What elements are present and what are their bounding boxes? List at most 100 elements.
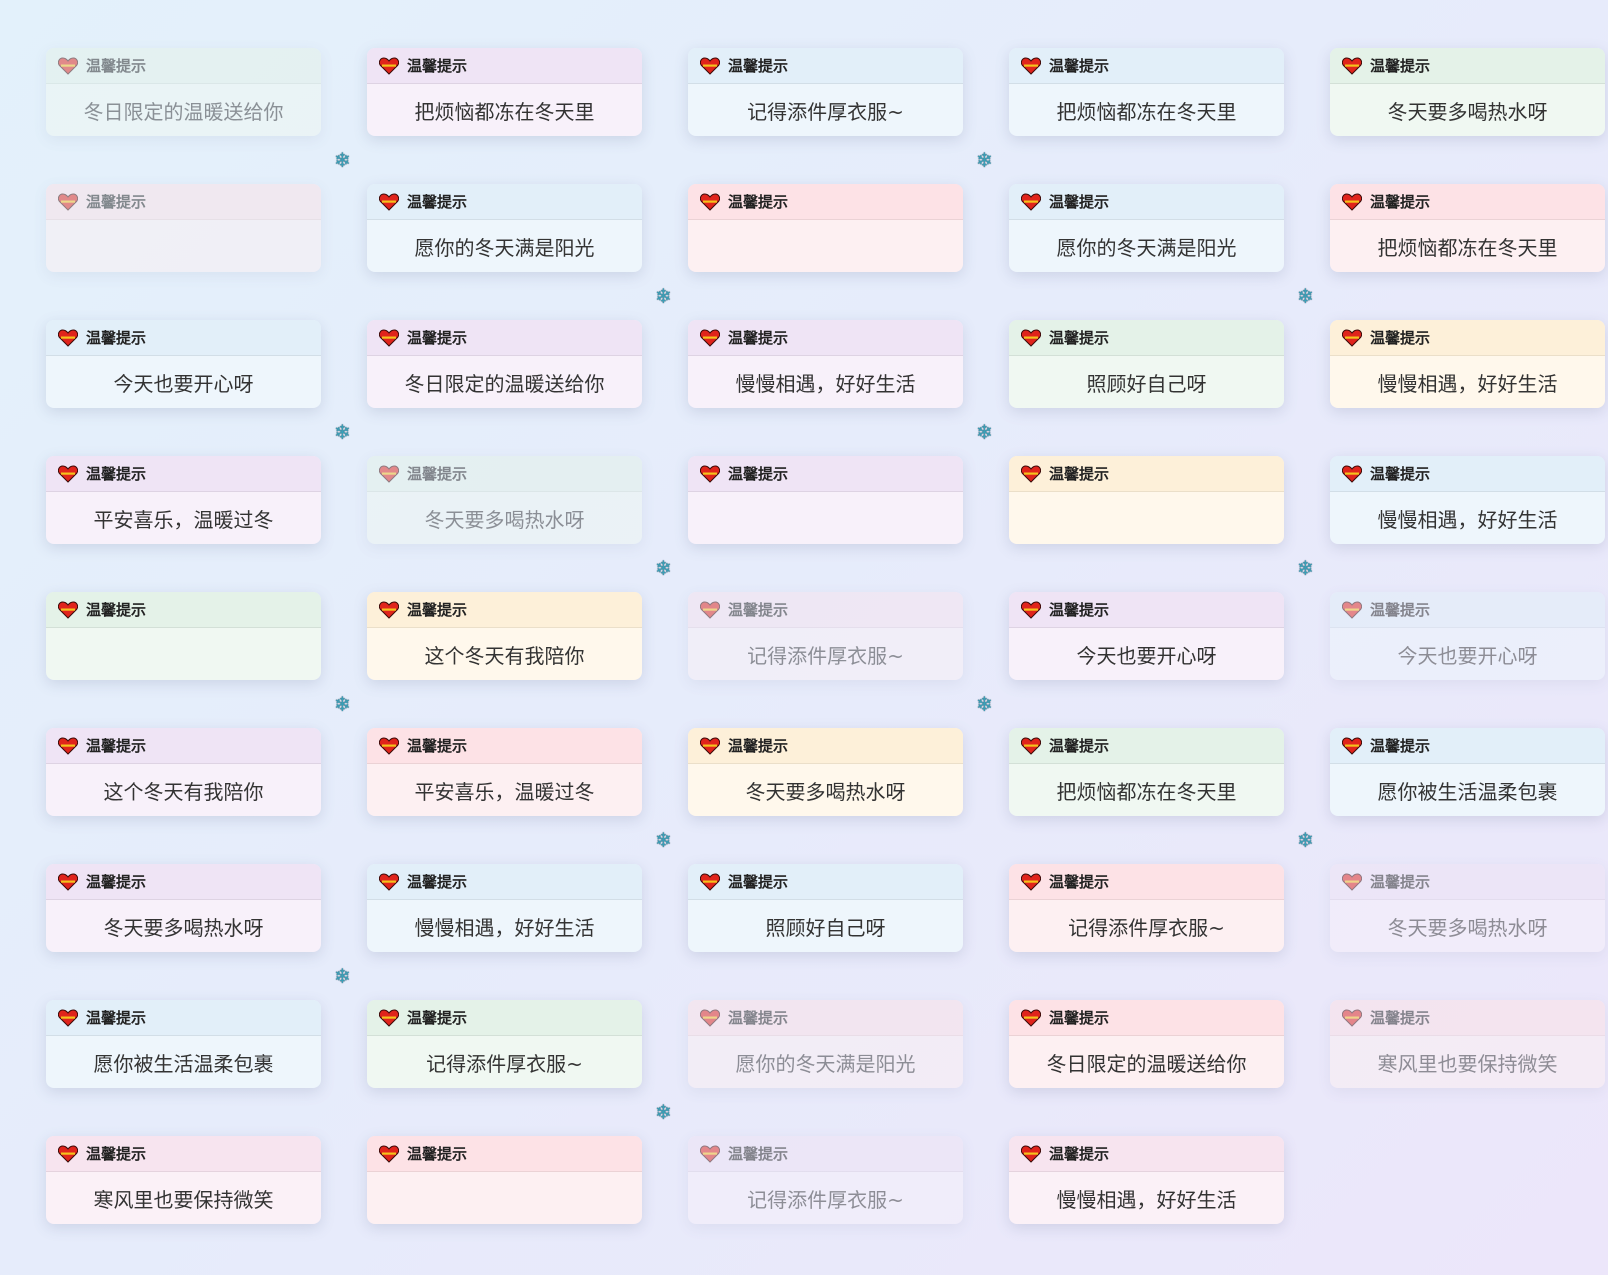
popup-header[interactable]: 温馨提示 bbox=[1009, 1000, 1284, 1036]
popup-title: 温馨提示 bbox=[407, 329, 468, 347]
popup-header[interactable]: 温馨提示 bbox=[46, 184, 321, 220]
tip-popup[interactable]: 温馨提示 愿你的冬天满是阳光 bbox=[367, 184, 642, 272]
heart-icon bbox=[58, 328, 78, 347]
tip-popup[interactable]: 温馨提示 把烦恼都冻在冬天里 bbox=[1009, 728, 1284, 816]
popup-title: 温馨提示 bbox=[1370, 737, 1431, 755]
tip-popup[interactable]: 温馨提示 寒风里也要保持微笑 bbox=[1330, 1000, 1605, 1088]
tip-popup[interactable]: 温馨提示 这个冬天有我陪你 bbox=[367, 592, 642, 680]
popup-header[interactable]: 温馨提示 bbox=[46, 1136, 321, 1172]
tip-popup[interactable]: 温馨提示 bbox=[688, 184, 963, 272]
snowflake-icon: ❄ bbox=[976, 420, 993, 444]
popup-header[interactable]: 温馨提示 bbox=[46, 48, 321, 84]
tip-popup[interactable]: 温馨提示 bbox=[46, 592, 321, 680]
popup-header[interactable]: 温馨提示 bbox=[1009, 456, 1284, 492]
popup-header[interactable]: 温馨提示 bbox=[367, 728, 642, 764]
popup-header[interactable]: 温馨提示 bbox=[46, 320, 321, 356]
popup-header[interactable]: 温馨提示 bbox=[46, 456, 321, 492]
tip-popup[interactable]: 温馨提示 寒风里也要保持微笑 bbox=[46, 1136, 321, 1224]
tip-popup[interactable]: 温馨提示慢慢相遇，好好生活 bbox=[367, 864, 642, 952]
tip-popup[interactable]: 温馨提示 愿你被生活温柔包裹 bbox=[46, 1000, 321, 1088]
popup-header[interactable]: 温馨提示 bbox=[688, 1136, 963, 1172]
tip-popup[interactable]: 温馨提示 冬日限定的温暖送给你 bbox=[367, 320, 642, 408]
tip-popup[interactable]: 温馨提示 慢慢相遇，好好生活 bbox=[1330, 320, 1605, 408]
tip-popup[interactable]: 温馨提示 bbox=[46, 184, 321, 272]
popup-header[interactable]: 温馨提示 bbox=[1009, 864, 1284, 900]
popup-header[interactable]: 温馨提示 bbox=[688, 592, 963, 628]
popup-header[interactable]: 温馨提示 bbox=[367, 456, 642, 492]
popup-header[interactable]: 温馨提示 bbox=[1009, 48, 1284, 84]
heart-icon bbox=[1021, 1008, 1041, 1027]
popup-header[interactable]: 温馨提示 bbox=[688, 320, 963, 356]
popup-header[interactable]: 温馨提示 bbox=[46, 592, 321, 628]
popup-title: 温馨提示 bbox=[728, 1009, 789, 1027]
popup-header[interactable]: 温馨提示 bbox=[1009, 592, 1284, 628]
tip-popup[interactable]: 温馨提示 慢慢相遇，好好生活 bbox=[1009, 1136, 1284, 1224]
popup-header[interactable]: 温馨提示 bbox=[46, 864, 321, 900]
popup-header[interactable]: 温馨提示 bbox=[46, 728, 321, 764]
tip-popup[interactable]: 温馨提示 冬日限定的温暖送给你 bbox=[1009, 1000, 1284, 1088]
popup-header[interactable]: 温馨提示 bbox=[1330, 48, 1605, 84]
popup-title: 温馨提示 bbox=[1370, 57, 1431, 75]
tip-popup[interactable]: 温馨提示 记得添件厚衣服~ bbox=[688, 48, 963, 136]
tip-popup[interactable]: 温馨提示 冬天要多喝热水呀 bbox=[367, 456, 642, 544]
tip-popup[interactable]: 温馨提示 把烦恼都冻在冬天里 bbox=[1330, 184, 1605, 272]
tip-popup[interactable]: 温馨提示 这个冬天有我陪你 bbox=[46, 728, 321, 816]
tip-popup[interactable]: 温馨提示 记得添件厚衣服~ bbox=[688, 592, 963, 680]
tip-popup[interactable]: 温馨提示 愿你的冬天满是阳光 bbox=[1009, 184, 1284, 272]
popup-header[interactable]: 温馨提示 bbox=[1009, 320, 1284, 356]
tip-popup[interactable]: 温馨提示 平安喜乐，温暖过冬 bbox=[46, 456, 321, 544]
tip-popup[interactable]: 温馨提示 记得添件厚衣服~ bbox=[1009, 864, 1284, 952]
tip-popup[interactable]: 温馨提示 今天也要开心呀 bbox=[1330, 592, 1605, 680]
popup-header[interactable]: 温馨提示 bbox=[688, 48, 963, 84]
popup-header[interactable]: 温馨提示 bbox=[1330, 1000, 1605, 1036]
tip-popup[interactable]: 温馨提示 慢慢相遇，好好生活 bbox=[688, 320, 963, 408]
tip-popup[interactable]: 温馨提示 愿你的冬天满是阳光 bbox=[688, 1000, 963, 1088]
popup-header[interactable]: 温馨提示 bbox=[367, 1136, 642, 1172]
heart-icon bbox=[1021, 600, 1041, 619]
tip-popup[interactable]: 温馨提示记得添件厚衣服~ bbox=[688, 1136, 963, 1224]
popup-header[interactable]: 温馨提示 bbox=[688, 184, 963, 220]
popup-header[interactable]: 温馨提示 bbox=[1330, 864, 1605, 900]
popup-header[interactable]: 温馨提示 bbox=[1330, 592, 1605, 628]
tip-popup[interactable]: 温馨提示 冬天要多喝热水呀 bbox=[688, 728, 963, 816]
popup-header[interactable]: 温馨提示 bbox=[688, 728, 963, 764]
popup-header[interactable]: 温馨提示 bbox=[1330, 184, 1605, 220]
tip-popup[interactable]: 温馨提示 bbox=[688, 456, 963, 544]
popup-header[interactable]: 温馨提示 bbox=[1009, 728, 1284, 764]
popup-header[interactable]: 温馨提示 bbox=[1330, 320, 1605, 356]
popup-header[interactable]: 温馨提示 bbox=[688, 456, 963, 492]
popup-header[interactable]: 温馨提示 bbox=[688, 864, 963, 900]
popup-message: 慢慢相遇，好好生活 bbox=[414, 915, 595, 940]
popup-header[interactable]: 温馨提示 bbox=[367, 320, 642, 356]
tip-popup[interactable]: 温馨提示 bbox=[1009, 456, 1284, 544]
tip-popup[interactable]: 温馨提示 今天也要开心呀 bbox=[46, 320, 321, 408]
tip-popup[interactable]: 温馨提示 冬天要多喝热水呀 bbox=[1330, 864, 1605, 952]
heart-icon bbox=[1021, 328, 1041, 347]
tip-popup[interactable]: 温馨提示 冬天要多喝热水呀 bbox=[46, 864, 321, 952]
tip-popup[interactable]: 温馨提示 把烦恼都冻在冬天里 bbox=[367, 48, 642, 136]
popup-header[interactable]: 温馨提示 bbox=[367, 48, 642, 84]
tip-popup[interactable]: 温馨提示 愿你被生活温柔包裹 bbox=[1330, 728, 1605, 816]
tip-popup[interactable]: 温馨提示 今天也要开心呀 bbox=[1009, 592, 1284, 680]
tip-popup[interactable]: 温馨提示 平安喜乐，温暖过冬 bbox=[367, 728, 642, 816]
popup-message: 记得添件厚衣服~ bbox=[747, 1187, 904, 1212]
popup-header[interactable]: 温馨提示 bbox=[367, 592, 642, 628]
tip-popup[interactable]: 温馨提示 记得添件厚衣服~ bbox=[367, 1000, 642, 1088]
tip-popup[interactable]: 温馨提示 冬天要多喝热水呀 bbox=[1330, 48, 1605, 136]
tip-popup[interactable]: 温馨提示 把烦恼都冻在冬天里 bbox=[1009, 48, 1284, 136]
tip-popup[interactable]: 温馨提示 照顾好自己呀 bbox=[688, 864, 963, 952]
popup-header[interactable]: 温馨提示 bbox=[1009, 1136, 1284, 1172]
tip-popup[interactable]: 温馨提示 照顾好自己呀 bbox=[1009, 320, 1284, 408]
tip-popup[interactable]: 温馨提示 冬日限定的温暖送给你 bbox=[46, 48, 321, 136]
heart-icon bbox=[1021, 56, 1041, 75]
tip-popup[interactable]: 温馨提示 bbox=[367, 1136, 642, 1224]
popup-header[interactable]: 温馨提示 bbox=[367, 864, 642, 900]
popup-header[interactable]: 温馨提示 bbox=[1330, 456, 1605, 492]
popup-header[interactable]: 温馨提示 bbox=[367, 1000, 642, 1036]
tip-popup[interactable]: 温馨提示 慢慢相遇，好好生活 bbox=[1330, 456, 1605, 544]
popup-header[interactable]: 温馨提示 bbox=[46, 1000, 321, 1036]
popup-header[interactable]: 温馨提示 bbox=[1009, 184, 1284, 220]
popup-header[interactable]: 温馨提示 bbox=[688, 1000, 963, 1036]
popup-header[interactable]: 温馨提示 bbox=[367, 184, 642, 220]
popup-header[interactable]: 温馨提示 bbox=[1330, 728, 1605, 764]
